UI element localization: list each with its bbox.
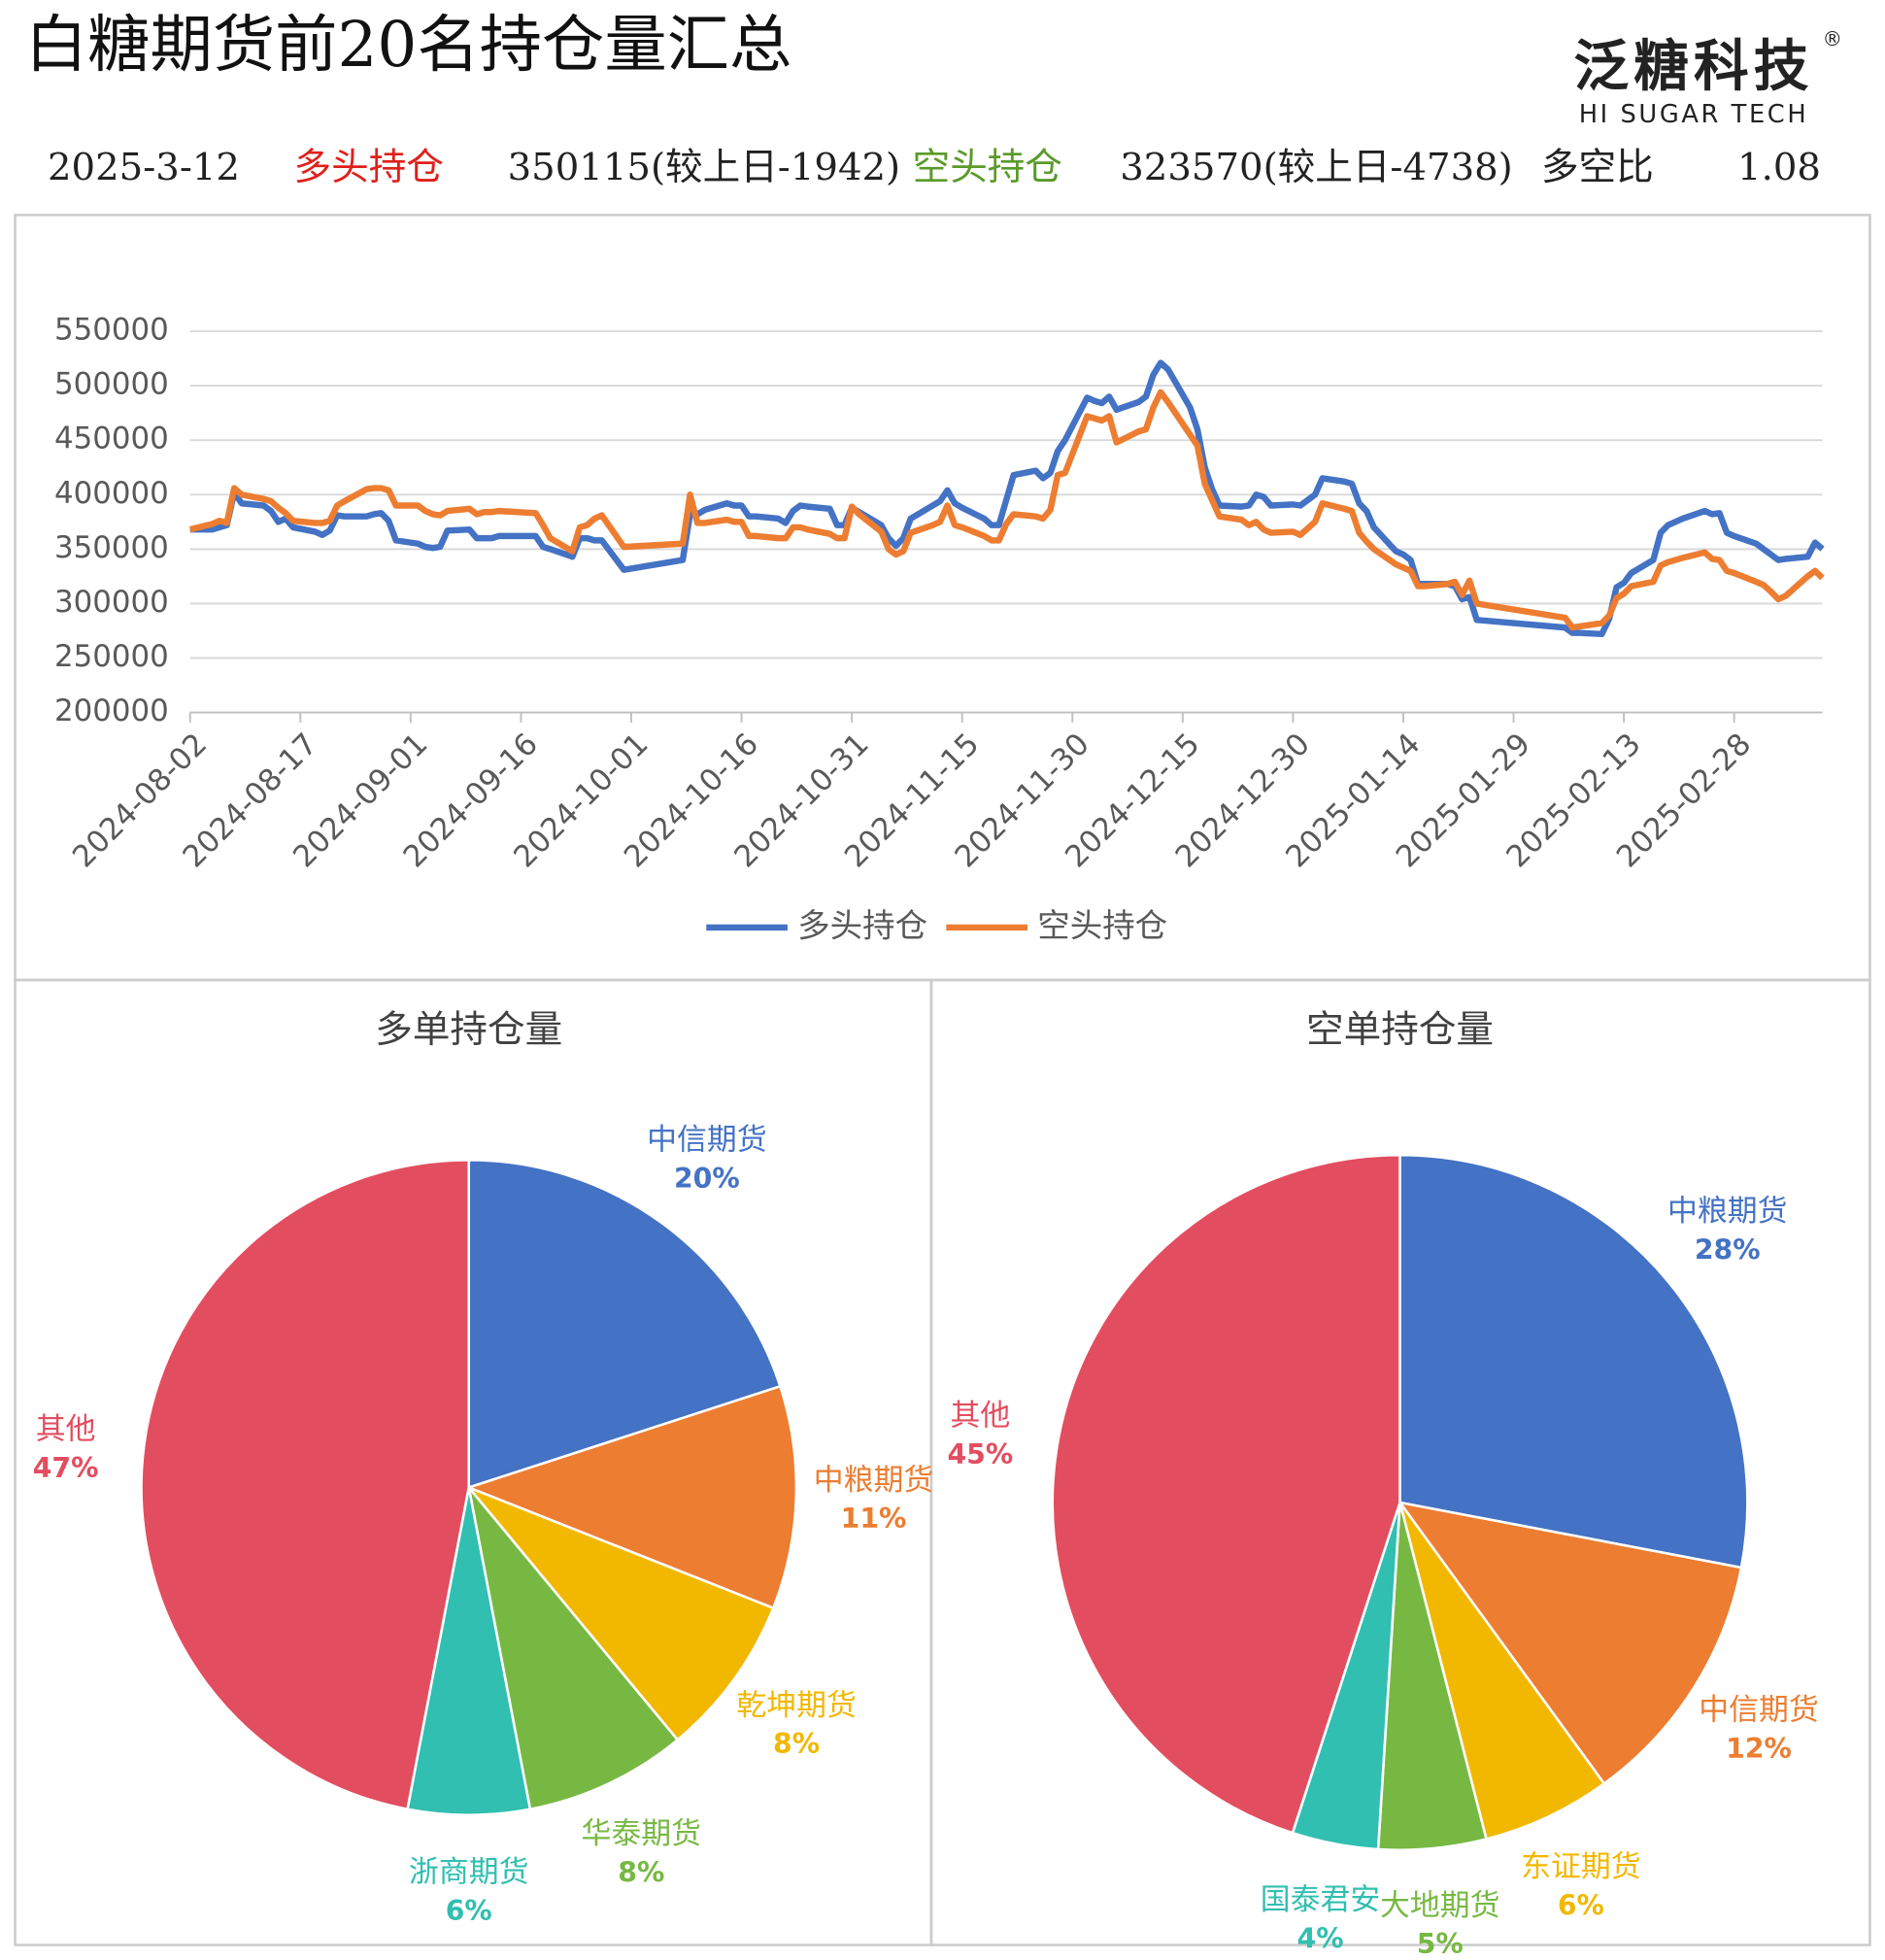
pie-slice bbox=[1398, 1502, 1606, 1842]
pie-slice bbox=[1051, 1153, 1401, 1835]
y-tick-label: 400000 bbox=[54, 476, 169, 511]
pie-slice bbox=[464, 1384, 798, 1610]
pie-value-label: 12% bbox=[1726, 1733, 1792, 1765]
short-label: 空头持仓 bbox=[913, 146, 1062, 189]
pie-title: 空单持仓量 bbox=[1306, 1008, 1494, 1052]
pie-slice bbox=[1397, 1501, 1743, 1786]
pie-label: 国泰君安 bbox=[1261, 1882, 1381, 1917]
y-tick-label: 200000 bbox=[54, 693, 169, 728]
pie-label: 中粮期货 bbox=[1667, 1194, 1788, 1229]
line-series bbox=[189, 359, 1825, 638]
pie-label: 大地期货 bbox=[1380, 1888, 1500, 1923]
pie-label: 其他 bbox=[36, 1411, 96, 1446]
pie-panel bbox=[929, 978, 1871, 1946]
short-value: 323570(较上日-4738) bbox=[1120, 146, 1512, 189]
pie-label: 浙商期货 bbox=[409, 1855, 529, 1890]
y-tick-label: 550000 bbox=[54, 313, 169, 348]
y-tick-label: 250000 bbox=[54, 639, 169, 674]
pie-value-label: 8% bbox=[773, 1728, 820, 1760]
pie-slice bbox=[467, 1486, 775, 1742]
pie-value-label: 6% bbox=[1558, 1889, 1604, 1921]
pie-label: 东证期货 bbox=[1521, 1849, 1641, 1884]
ratio-label: 多空比 bbox=[1541, 146, 1654, 189]
pie-value-label: 47% bbox=[33, 1452, 99, 1484]
pie-label: 乾坤期货 bbox=[736, 1688, 856, 1723]
y-tick-label: 500000 bbox=[54, 367, 169, 402]
ratio-value: 1.08 bbox=[1737, 146, 1821, 189]
pie-label: 中信期货 bbox=[647, 1122, 766, 1157]
logo-mark: ® bbox=[1823, 27, 1843, 51]
pie-slice bbox=[1398, 1153, 1749, 1570]
pie-slice bbox=[467, 1159, 783, 1490]
pie-label: 中信期货 bbox=[1699, 1693, 1819, 1728]
line-series bbox=[188, 389, 1825, 631]
logo: 泛糖科技 bbox=[1573, 35, 1813, 99]
line-panel bbox=[14, 214, 1871, 982]
pie-value-label: 8% bbox=[618, 1856, 664, 1888]
pie-slice bbox=[406, 1487, 532, 1816]
y-tick-label: 350000 bbox=[54, 530, 169, 565]
title: 白糖期货前20名持仓量汇总 bbox=[25, 9, 791, 82]
y-tick-label: 300000 bbox=[54, 585, 169, 620]
legend-label: 空头持仓 bbox=[1037, 906, 1167, 944]
pie-label: 其他 bbox=[950, 1399, 1010, 1434]
long-value: 350115(较上日-1942) bbox=[508, 146, 900, 189]
pie-value-label: 20% bbox=[674, 1163, 740, 1195]
long-label: 多头持仓 bbox=[294, 146, 444, 189]
pie-label: 中粮期货 bbox=[814, 1463, 934, 1498]
pie-value-label: 28% bbox=[1695, 1234, 1761, 1267]
pie-slice bbox=[467, 1486, 680, 1811]
pie-value-label: 5% bbox=[1417, 1928, 1464, 1960]
legend-label: 多头持仓 bbox=[797, 906, 927, 944]
pie-title: 多单持仓量 bbox=[375, 1008, 562, 1052]
y-tick-label: 450000 bbox=[54, 422, 169, 456]
date: 2025-3-12 bbox=[48, 146, 240, 189]
pie-value-label: 11% bbox=[841, 1503, 907, 1535]
pie-label: 华泰期货 bbox=[582, 1816, 702, 1851]
pie-value-label: 45% bbox=[947, 1438, 1013, 1470]
pie-slice bbox=[140, 1159, 471, 1811]
logo-subtitle: HI SUGAR TECH bbox=[1579, 100, 1809, 129]
pie-value-label: 6% bbox=[446, 1895, 492, 1927]
pie-value-label: 4% bbox=[1297, 1922, 1344, 1954]
